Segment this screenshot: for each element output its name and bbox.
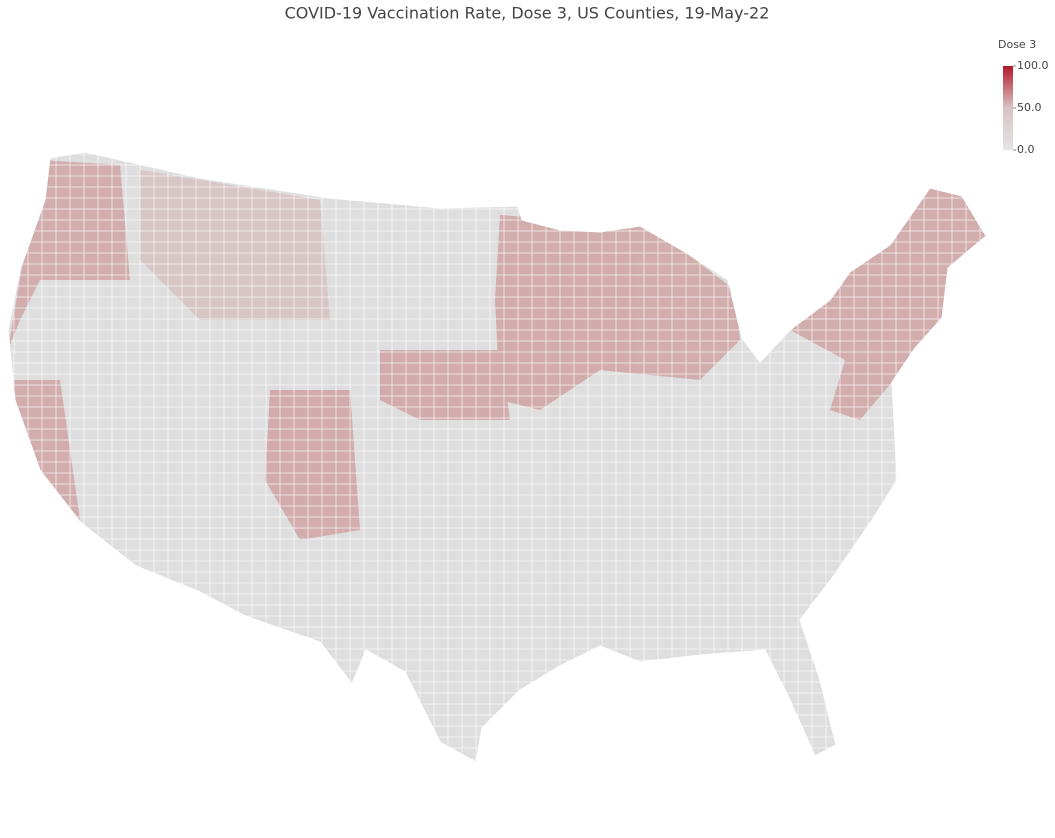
colorbar-title: Dose 3 (998, 38, 1036, 51)
colorbar (1003, 66, 1013, 150)
colorbar-tick-label: 100.0 (1017, 59, 1049, 72)
colorbar-tick-label: 0.0 (1017, 143, 1035, 156)
county-borders (8, 152, 986, 762)
map (8, 152, 986, 762)
colorbar-tick-label: 50.0 (1017, 101, 1042, 114)
chart-title: COVID-19 Vaccination Rate, Dose 3, US Co… (285, 4, 770, 23)
